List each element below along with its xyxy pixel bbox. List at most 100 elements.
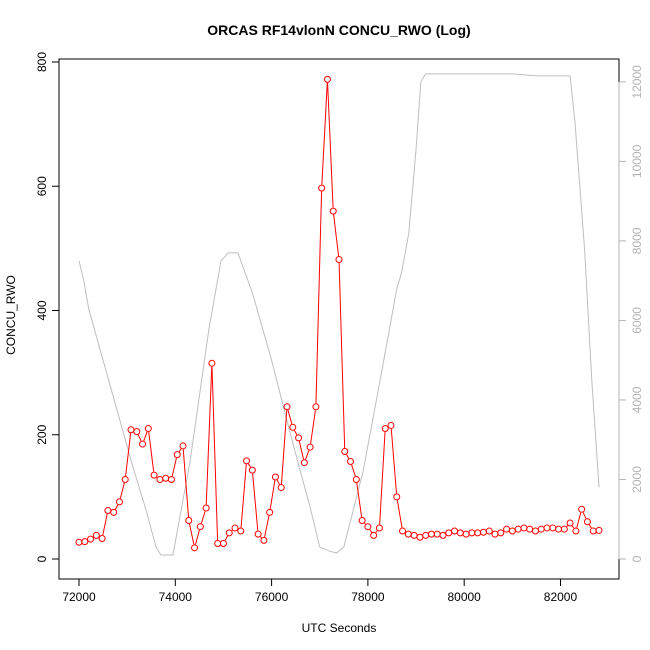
data-point [185,516,193,524]
y-tick-label: 800 [35,52,49,72]
data-point [393,493,401,501]
series-segment [298,441,305,460]
x-tick-label: 74000 [159,590,193,604]
data-point [271,473,279,481]
series-segment [143,431,148,441]
series-segment [375,530,378,533]
data-point [191,544,199,552]
data-point [277,484,285,492]
data-point [381,425,389,433]
data-point [110,508,118,516]
series-segment [364,522,366,525]
series-segment [566,525,569,527]
y-axis-label: CONCU_RWO [4,275,18,355]
x-tick-label: 78000 [351,590,385,604]
data-point [179,442,187,450]
data-point [208,359,216,367]
y-tick-label: 600 [35,176,49,196]
data-point [583,518,591,526]
series-segment [294,430,298,436]
data-point [254,530,262,538]
x-axis: 72000 74000 76000 78000 80000 82000 [62,578,578,604]
series-segment [264,515,270,538]
series-segment [148,431,155,472]
series-segment [114,504,119,510]
series-segment [588,524,592,529]
data-point [92,531,100,539]
y-axis: 0 200 400 600 800 [35,52,60,562]
data-point [150,471,158,479]
series-segment [351,464,356,477]
series-segment [396,500,403,528]
series-segment [369,529,373,533]
right-y-tick-label: 6000 [630,307,644,334]
data-point [139,440,147,448]
data-point [560,525,568,533]
right-y-tick-label: 8000 [630,227,644,254]
series-segment [171,457,177,477]
series-segment [189,523,195,545]
series-segment [390,428,397,494]
data-point [318,184,326,192]
x-tick-label: 82000 [544,590,578,604]
series-segment [576,512,582,528]
series-segment [178,448,182,452]
series-segment [346,454,350,459]
y-tick-label: 200 [35,424,49,444]
data-point [289,423,297,431]
data-point [566,519,574,527]
data-point [231,524,239,532]
right-y-tick-label: 0 [630,555,644,562]
data-point [323,75,331,83]
data-point [341,448,349,456]
series-segment [582,512,587,519]
data-point [306,443,314,451]
series-segment [315,191,323,404]
data-point [595,526,603,534]
data-point [375,524,383,532]
series-segment [240,464,247,528]
data-point [266,508,274,516]
data-point [144,425,152,433]
data-point [295,434,303,442]
series-segment [200,511,206,524]
series-segment [252,473,259,531]
data-point [133,428,141,436]
x-tick-label: 72000 [62,590,96,604]
data-point [173,451,181,459]
secondary-series-line [78,73,600,556]
series-segment [224,535,228,541]
chart-title: ORCAS RF14vlonN CONCU_RWO (Log) [207,22,470,38]
data-point [300,459,308,467]
data-point [364,523,372,531]
data-point [243,457,251,465]
right-y-tick-label: 2000 [630,466,644,493]
y-tick-label: 400 [35,300,49,320]
x-tick-label: 76000 [255,590,289,604]
series-segment [247,463,251,468]
series-segment [260,536,262,539]
right-y-tick-label: 10000 [630,144,644,178]
series-segment [333,214,340,257]
data-point [578,505,586,513]
series-segment [287,410,293,425]
data-point [260,536,268,544]
data-point [439,531,447,539]
series-segment [119,482,125,499]
series-segment [305,450,310,460]
data-point [370,531,378,539]
data-point [81,538,89,546]
data-point [358,516,366,524]
data-point [87,535,95,543]
data-point [335,256,343,264]
primary-series-layer [75,75,603,552]
series-segment [356,482,363,518]
series-segment [321,82,328,185]
data-point [485,527,493,535]
data-point [219,539,227,547]
data-point [347,457,355,465]
series-segment [379,432,386,525]
data-point [283,403,291,411]
